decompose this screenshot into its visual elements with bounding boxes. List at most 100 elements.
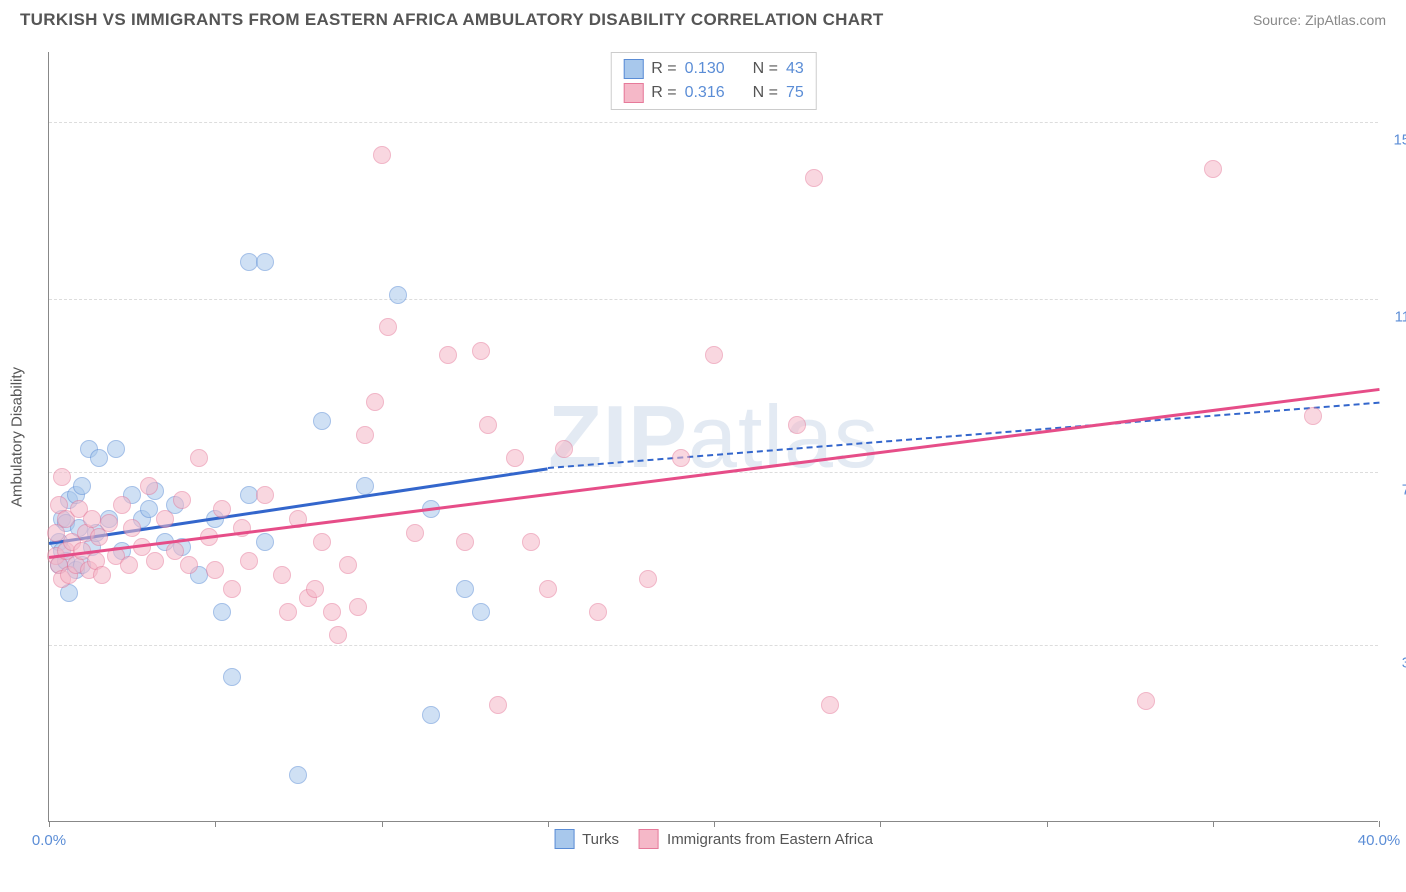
- data-point: [323, 603, 341, 621]
- data-point: [472, 603, 490, 621]
- legend-r-value: 0.130: [685, 60, 725, 78]
- data-point: [90, 449, 108, 467]
- x-tick: [548, 821, 549, 827]
- data-point: [100, 514, 118, 532]
- x-tick-label: 0.0%: [32, 832, 66, 849]
- data-point: [146, 552, 164, 570]
- data-point: [173, 491, 191, 509]
- y-tick-label: 7.5%: [1384, 482, 1406, 499]
- data-point: [356, 426, 374, 444]
- data-point: [83, 510, 101, 528]
- data-point: [123, 519, 141, 537]
- legend-label: Immigrants from Eastern Africa: [667, 831, 873, 848]
- x-tick: [49, 821, 50, 827]
- legend-swatch: [623, 59, 643, 79]
- data-point: [53, 468, 71, 486]
- data-point: [1304, 407, 1322, 425]
- data-point: [389, 286, 407, 304]
- legend-item: Turks: [554, 829, 619, 849]
- data-point: [489, 696, 507, 714]
- series-legend: Turks Immigrants from Eastern Africa: [554, 829, 873, 849]
- legend-r-label: R =: [651, 84, 676, 102]
- legend-n-value: 75: [786, 84, 804, 102]
- chart-title: TURKISH VS IMMIGRANTS FROM EASTERN AFRIC…: [20, 10, 884, 30]
- data-point: [406, 524, 424, 542]
- data-point: [439, 346, 457, 364]
- data-point: [206, 561, 224, 579]
- trendline: [49, 388, 1379, 558]
- legend-item: Immigrants from Eastern Africa: [639, 829, 873, 849]
- correlation-legend: R = 0.130 N = 43 R = 0.316 N = 75: [610, 52, 817, 110]
- x-tick: [1213, 821, 1214, 827]
- x-tick: [215, 821, 216, 827]
- data-point: [213, 603, 231, 621]
- data-point: [639, 570, 657, 588]
- legend-n-label: N =: [753, 60, 778, 78]
- data-point: [73, 477, 91, 495]
- x-tick: [1379, 821, 1380, 827]
- legend-row: R = 0.316 N = 75: [623, 81, 804, 105]
- x-tick: [1047, 821, 1048, 827]
- data-point: [273, 566, 291, 584]
- chart-header: TURKISH VS IMMIGRANTS FROM EASTERN AFRIC…: [0, 0, 1406, 36]
- data-point: [788, 416, 806, 434]
- scatter-chart: Ambulatory Disability ZIPatlas R =0.130N…: [48, 52, 1378, 822]
- legend-swatch: [554, 829, 574, 849]
- gridline: [49, 122, 1378, 123]
- data-point: [113, 496, 131, 514]
- y-tick-label: 15.0%: [1384, 132, 1406, 149]
- y-axis-title: Ambulatory Disability: [9, 366, 26, 506]
- legend-swatch: [639, 829, 659, 849]
- data-point: [1137, 692, 1155, 710]
- data-point: [373, 146, 391, 164]
- data-point: [240, 486, 258, 504]
- data-point: [223, 580, 241, 598]
- data-point: [93, 566, 111, 584]
- data-point: [279, 603, 297, 621]
- legend-r-value: 0.316: [685, 84, 725, 102]
- data-point: [120, 556, 138, 574]
- data-point: [223, 668, 241, 686]
- data-point: [140, 477, 158, 495]
- data-point: [306, 580, 324, 598]
- data-point: [240, 552, 258, 570]
- data-point: [180, 556, 198, 574]
- data-point: [107, 440, 125, 458]
- legend-swatch: [623, 83, 643, 103]
- legend-n-label: N =: [753, 84, 778, 102]
- legend-row: R = 0.130 N = 43: [623, 57, 804, 81]
- data-point: [156, 510, 174, 528]
- y-tick-label: 11.2%: [1384, 309, 1406, 326]
- legend-n-value: 43: [786, 60, 804, 78]
- x-tick: [382, 821, 383, 827]
- watermark-bold: ZIP: [548, 387, 688, 486]
- data-point: [289, 766, 307, 784]
- data-point: [213, 500, 231, 518]
- gridline: [49, 299, 1378, 300]
- data-point: [190, 449, 208, 467]
- data-point: [456, 580, 474, 598]
- gridline: [49, 645, 1378, 646]
- data-point: [539, 580, 557, 598]
- legend-r-label: R =: [651, 60, 676, 78]
- x-tick: [714, 821, 715, 827]
- data-point: [256, 533, 274, 551]
- data-point: [1204, 160, 1222, 178]
- data-point: [329, 626, 347, 644]
- data-point: [456, 533, 474, 551]
- data-point: [349, 598, 367, 616]
- data-point: [313, 533, 331, 551]
- data-point: [479, 416, 497, 434]
- x-tick-label: 40.0%: [1358, 832, 1401, 849]
- data-point: [339, 556, 357, 574]
- x-tick: [880, 821, 881, 827]
- y-tick-label: 3.8%: [1384, 654, 1406, 671]
- data-point: [379, 318, 397, 336]
- data-point: [705, 346, 723, 364]
- data-point: [805, 169, 823, 187]
- data-point: [522, 533, 540, 551]
- data-point: [313, 412, 331, 430]
- data-point: [472, 342, 490, 360]
- data-point: [140, 500, 158, 518]
- data-point: [821, 696, 839, 714]
